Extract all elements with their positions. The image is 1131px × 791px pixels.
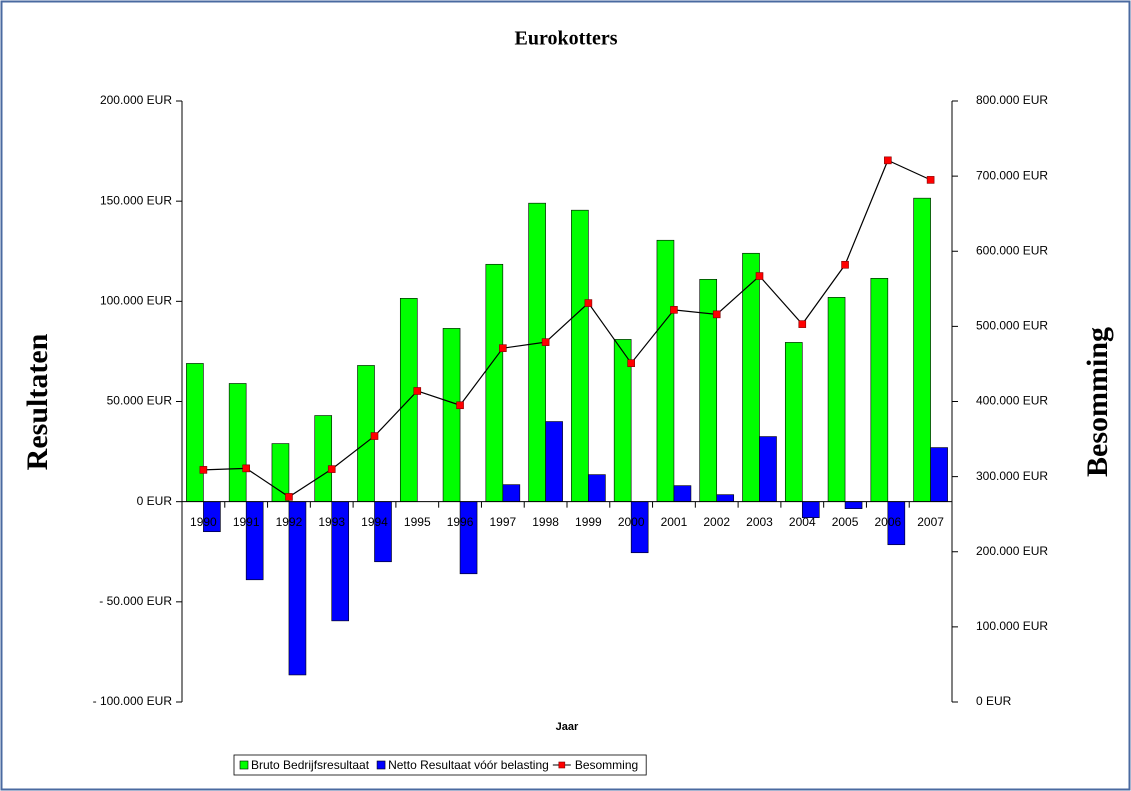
bar [545,421,563,502]
line-marker [841,260,849,269]
x-axis-label: Jaar [556,721,579,733]
line-marker [627,359,635,367]
x-tick-label: 1999 [575,515,602,529]
legend-box [233,754,647,776]
legend-swatch [376,760,386,770]
legend-marker [558,761,566,769]
bar [442,328,461,502]
y2-tick-label: 0 EUR [976,694,1012,708]
line-marker [242,464,250,473]
bar [656,239,675,502]
y2-tick-label: 700.000 EUR [976,168,1048,182]
y-tick-label: - 50.000 EUR [99,594,172,608]
line-marker [199,466,208,474]
x-tick-label: 1994 [361,515,388,529]
x-tick-label: 1997 [489,515,516,529]
bar [186,363,204,502]
x-tick-label: 2005 [832,515,859,529]
bar [742,252,760,502]
bar [913,197,931,502]
x-tick-label: 1996 [447,515,474,529]
y2-tick-label: 800.000 EUR [976,93,1048,107]
line-marker [670,306,678,314]
y-tick-label: - 100.000 EUR [93,694,173,708]
x-tick-label: 1992 [276,515,303,529]
y2-tick-label: 300.000 EUR [976,469,1048,483]
y-tick-label: 200.000 EUR [100,93,172,107]
bar [528,202,546,502]
bar [485,263,504,502]
bar [459,501,478,575]
x-tick-label: 1990 [190,515,217,529]
line-marker [413,387,422,395]
x-tick-label: 2003 [746,515,773,529]
legend-label: Netto Resultaat vóór belasting [388,758,549,772]
bar [844,501,863,509]
x-tick-label: 1991 [233,515,260,529]
y2-tick-label: 400.000 EUR [976,394,1048,408]
line-marker [327,465,336,473]
bar [716,494,735,502]
bar [930,447,948,502]
bar [571,209,589,502]
x-tick-label: 2002 [703,515,730,529]
legend-label: Bruto Bedrijfsresultaat [251,758,370,772]
y2-tick-label: 100.000 EUR [976,619,1048,633]
bar [759,436,777,502]
x-tick-label: 1993 [318,515,345,529]
y2-tick-label: 500.000 EUR [976,319,1048,333]
y-tick-label: 150.000 EUR [100,193,172,207]
bar [314,415,333,502]
bar [228,383,247,502]
y-tick-label: 0 EUR [137,494,173,508]
x-tick-label: 2000 [618,515,645,529]
line-marker [584,299,593,307]
bar [673,485,692,502]
bar [502,484,521,502]
x-tick-label: 1998 [532,515,559,529]
line-marker [285,493,293,501]
bar [374,501,392,563]
y2-tick-label: 600.000 EUR [976,243,1048,257]
line-marker [926,176,935,184]
line-marker [884,156,892,165]
x-tick-label: 2006 [874,515,901,529]
legend-swatch [239,760,249,770]
line-marker [755,272,764,280]
line-marker [370,432,379,440]
bar [588,474,606,502]
legend-label: Besomming [575,758,638,772]
y-tick-label: 100.000 EUR [100,294,172,308]
legend: Bruto Bedrijfsresultaat Netto Resultaat v… [233,754,647,776]
y2-axis-label: Besomming [1081,327,1114,477]
bar [271,443,290,502]
x-tick-label: 1995 [404,515,431,529]
x-tick-label: 2001 [661,515,688,529]
x-tick-label: 2004 [789,515,816,529]
x-tick-label: 2007 [917,515,944,529]
chart-title: Eurokotters [515,28,618,50]
bar [827,297,846,502]
line-marker [712,310,721,319]
line-marker [541,338,550,346]
line-marker [798,320,807,328]
y-axis-label: Resultaten [21,333,54,470]
line-marker [456,401,464,410]
y-tick-label: 50.000 EUR [107,394,173,408]
bar [784,342,803,502]
bar [870,277,889,502]
y2-tick-label: 200.000 EUR [976,544,1048,558]
bar [245,501,264,581]
line-marker [499,344,507,352]
line [203,159,931,498]
